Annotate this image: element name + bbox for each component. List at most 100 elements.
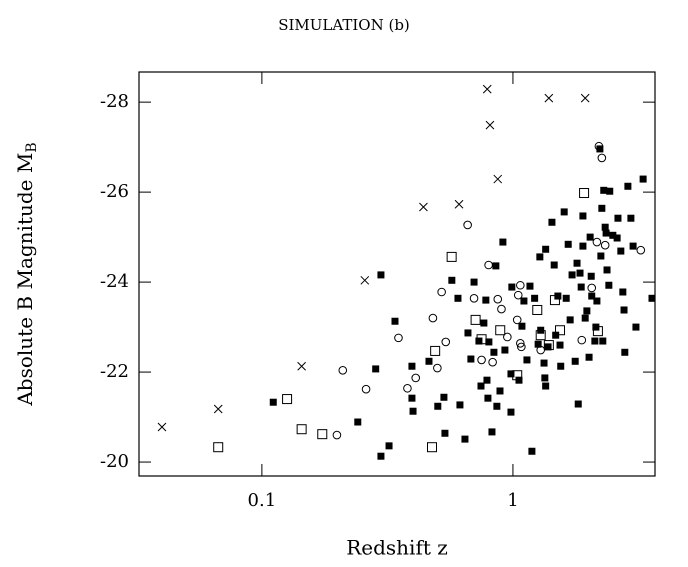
- point: [269, 398, 277, 406]
- point: [540, 359, 548, 367]
- point: [639, 175, 647, 183]
- point: [560, 208, 568, 216]
- point: [513, 290, 523, 300]
- point: [411, 373, 421, 383]
- point: [614, 214, 622, 222]
- point: [483, 376, 491, 384]
- point: [493, 174, 503, 184]
- point: [419, 202, 428, 212]
- point: [490, 348, 498, 356]
- point: [562, 294, 570, 302]
- point: [586, 233, 594, 241]
- point: [597, 153, 607, 163]
- y-tick-label: -22: [100, 361, 129, 382]
- point: [542, 245, 550, 253]
- point: [433, 363, 442, 373]
- point: [482, 296, 490, 304]
- point: [617, 247, 625, 255]
- point: [441, 429, 449, 437]
- point: [475, 337, 483, 345]
- point: [461, 435, 469, 443]
- point: [532, 304, 543, 315]
- point: [579, 188, 590, 199]
- point: [585, 353, 593, 361]
- point: [394, 333, 403, 343]
- point: [602, 229, 610, 237]
- point: [467, 355, 475, 363]
- point: [377, 271, 385, 279]
- point: [601, 223, 609, 231]
- point: [581, 314, 589, 322]
- point: [603, 266, 611, 274]
- point: [599, 337, 607, 345]
- point: [552, 331, 560, 339]
- point: [470, 314, 481, 325]
- y-axis-label-text: Absolute B Magnitude M: [13, 153, 37, 407]
- point: [606, 187, 614, 195]
- point: [157, 422, 167, 432]
- point: [454, 294, 462, 302]
- point: [377, 452, 385, 460]
- point: [492, 262, 500, 270]
- point: [477, 382, 485, 390]
- point: [463, 220, 472, 230]
- point: [648, 294, 656, 302]
- point: [579, 212, 587, 220]
- point: [488, 428, 496, 436]
- point: [576, 269, 584, 277]
- point: [485, 338, 493, 346]
- point: [361, 384, 371, 394]
- point: [428, 313, 438, 323]
- point: [554, 292, 562, 300]
- point: [573, 259, 581, 267]
- point: [516, 280, 525, 290]
- point: [493, 294, 503, 304]
- point: [456, 401, 464, 409]
- point: [507, 408, 515, 416]
- point: [587, 272, 595, 280]
- point: [620, 306, 628, 314]
- point: [526, 282, 534, 290]
- point: [541, 374, 549, 382]
- point: [516, 338, 525, 348]
- point: [408, 362, 416, 370]
- point: [495, 325, 506, 336]
- point: [469, 293, 479, 303]
- point: [493, 402, 501, 410]
- point: [600, 240, 610, 250]
- y-tick-label: -20: [100, 451, 129, 472]
- point: [480, 319, 488, 327]
- point: [317, 429, 328, 440]
- point: [282, 394, 293, 405]
- point: [629, 242, 637, 250]
- point: [425, 357, 433, 365]
- point: [574, 400, 582, 408]
- point: [587, 283, 597, 293]
- x-tick-label: 0.1: [248, 490, 277, 511]
- point: [580, 93, 590, 103]
- point: [503, 332, 512, 342]
- point: [485, 120, 495, 130]
- point: [568, 271, 576, 279]
- point: [571, 357, 579, 365]
- chart-title: SIMULATION (b): [278, 16, 410, 34]
- y-tick-label: -24: [100, 271, 129, 292]
- point: [484, 394, 492, 402]
- point: [520, 297, 528, 305]
- point: [501, 346, 509, 354]
- point: [508, 283, 516, 291]
- point: [213, 404, 223, 414]
- point: [437, 287, 446, 297]
- point: [555, 325, 566, 336]
- point: [627, 214, 635, 222]
- y-tick-label: -26: [100, 181, 129, 202]
- point: [636, 245, 646, 255]
- point: [470, 278, 478, 286]
- point: [609, 231, 617, 239]
- point: [583, 307, 591, 315]
- point: [477, 355, 486, 365]
- point: [332, 430, 342, 440]
- point: [566, 316, 574, 324]
- point: [577, 335, 587, 345]
